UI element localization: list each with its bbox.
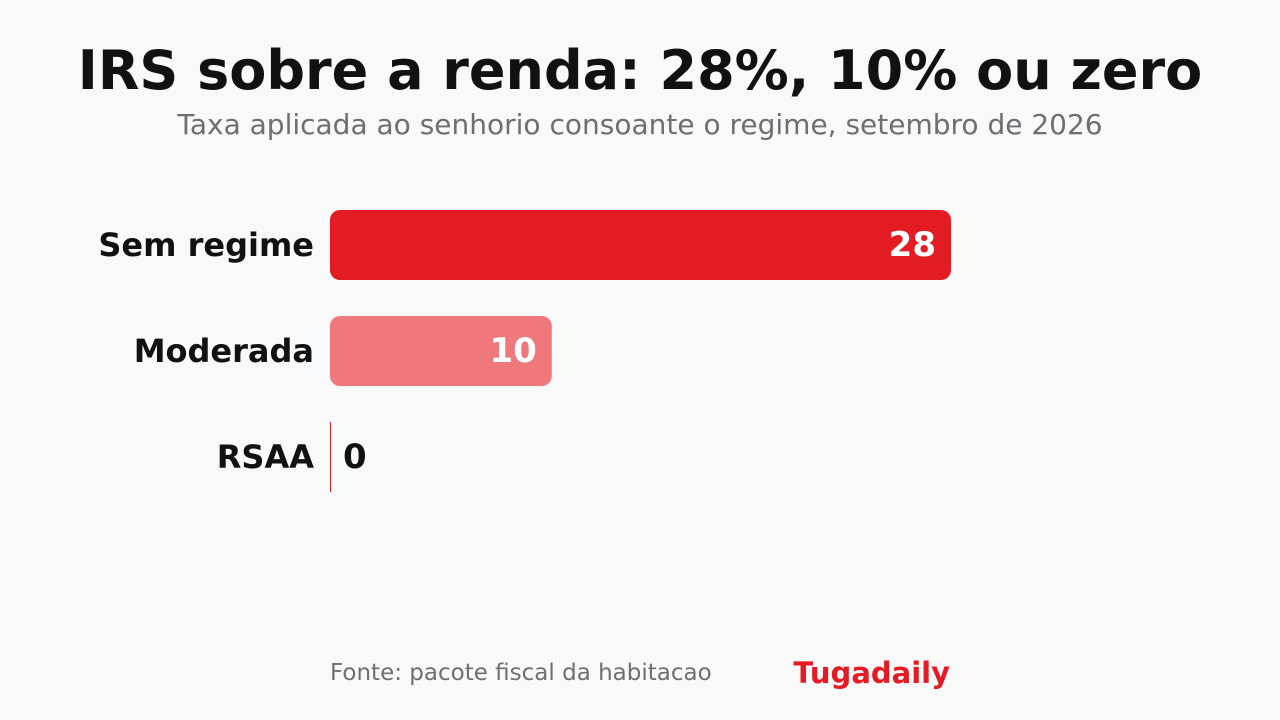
chart-subtitle: Taxa aplicada ao senhorio consoante o re…: [177, 108, 1103, 141]
chart-title: IRS sobre a renda: 28%, 10% ou zero: [77, 39, 1203, 102]
bar-sem-regime: [330, 210, 951, 280]
bar-chart: Sem regime 28 Moderada 10 RSAA 0: [98, 210, 951, 492]
value-label-sem-regime: 28: [889, 225, 936, 265]
footer: Fonte: pacote fiscal da habitacao Tugada…: [330, 656, 950, 696]
source-note: Fonte: pacote fiscal da habitacao: [330, 660, 712, 686]
category-label-sem-regime: Sem regime: [98, 226, 314, 264]
value-label-rsaa: 0: [343, 437, 367, 477]
category-label-rsaa: RSAA: [217, 438, 314, 476]
brand-logo: Tugadaily: [793, 656, 950, 690]
category-label-moderada: Moderada: [134, 332, 314, 370]
bar-moderada: [330, 316, 552, 386]
value-label-moderada: 10: [489, 331, 536, 371]
